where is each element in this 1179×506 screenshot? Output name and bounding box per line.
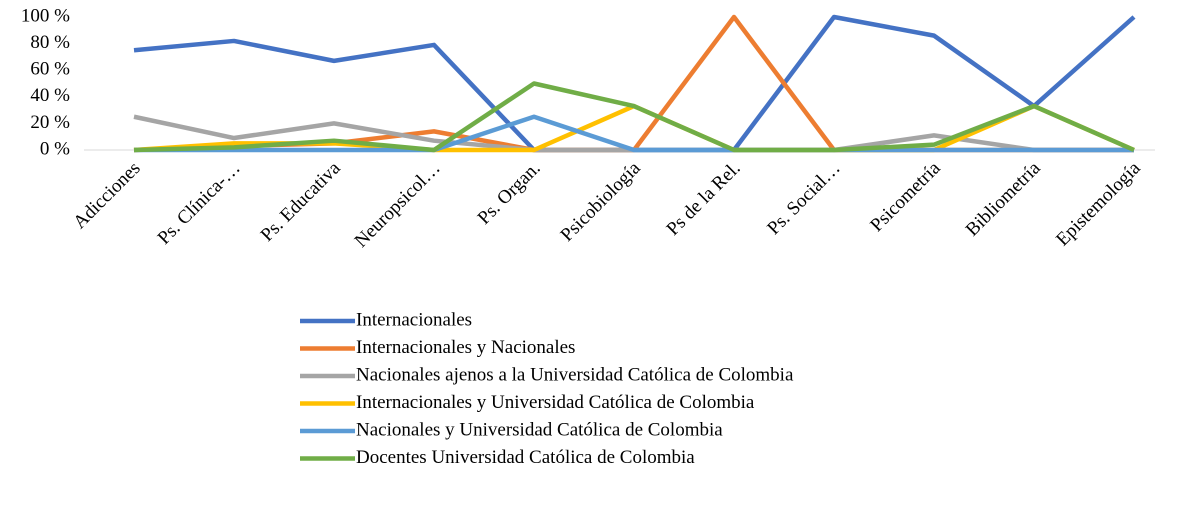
legend-label: Nacionales ajenos a la Universidad Catól… <box>356 364 794 385</box>
y-tick-label: 40 % <box>30 85 70 106</box>
x-tick-label: Ps de la Rel. <box>663 158 745 240</box>
x-tick-label: Ps. Educativa <box>257 157 345 245</box>
y-tick-label: 60 % <box>30 59 70 80</box>
y-tick-label: 80 % <box>30 32 70 53</box>
y-tick-label: 0 % <box>40 138 70 159</box>
x-tick-label: Psicometría <box>866 157 945 236</box>
legend-label: Docentes Universidad Católica de Colombi… <box>356 447 695 468</box>
legend-label: Internacionales y Nacionales <box>356 337 575 358</box>
legend-label: Nacionales y Universidad Católica de Col… <box>356 419 723 440</box>
x-tick-label: Bibliometría <box>962 157 1045 240</box>
legend-label: Internacionales y Universidad Católica d… <box>356 392 755 413</box>
x-tick-label: Epistemología <box>1052 157 1145 250</box>
y-tick-label: 20 % <box>30 112 70 133</box>
x-tick-label: Ps. Organ. <box>474 158 545 229</box>
x-tick-label: Psicobiología <box>557 157 645 245</box>
x-tick-label: Ps. Clínica-… <box>154 158 245 249</box>
y-tick-label: 100 % <box>21 5 70 26</box>
series-line <box>133 81 1135 153</box>
series-line <box>134 114 1134 153</box>
x-tick-label: Adicciones <box>69 158 144 233</box>
x-tick-label: Ps. Social… <box>763 158 844 239</box>
legend-label: Internacionales <box>356 309 472 330</box>
x-tick-label: Neuropsicol… <box>351 158 445 252</box>
